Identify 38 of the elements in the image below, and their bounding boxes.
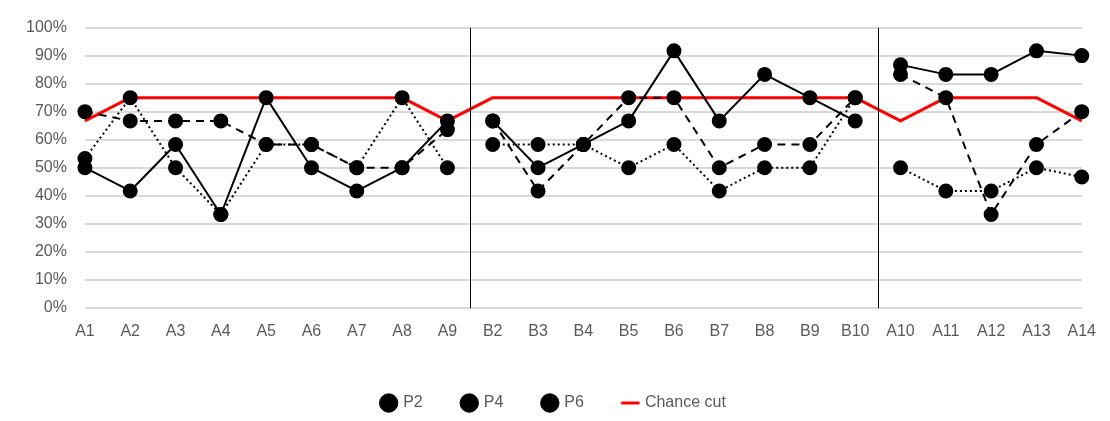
y-tick-label: 50% bbox=[34, 158, 67, 176]
x-tick-label: A5 bbox=[256, 321, 277, 339]
x-tick-label: A14 bbox=[1067, 321, 1097, 339]
x-tick-label: A8 bbox=[392, 321, 412, 339]
x-tick-label: A9 bbox=[437, 321, 458, 339]
y-tick-label: 100% bbox=[26, 18, 67, 36]
y-tick-label: 30% bbox=[34, 214, 67, 232]
x-tick-label: A4 bbox=[211, 321, 231, 339]
y-tick-label: 20% bbox=[34, 242, 67, 260]
y-tick-label: 70% bbox=[34, 102, 67, 120]
x-tick-label: B10 bbox=[840, 321, 870, 339]
legend-label: Chance cut bbox=[644, 393, 727, 411]
x-tick-label: B3 bbox=[528, 321, 548, 339]
legend-label: P4 bbox=[483, 393, 504, 411]
x-tick-label: A10 bbox=[886, 321, 915, 339]
x-tick-label: A13 bbox=[1022, 321, 1051, 339]
x-tick-label: A6 bbox=[301, 321, 322, 339]
x-tick-label: B9 bbox=[800, 321, 820, 339]
x-tick-label: A2 bbox=[120, 321, 141, 339]
x-tick-label: B2 bbox=[482, 321, 503, 339]
x-tick-label: B7 bbox=[709, 321, 730, 339]
y-tick-label: 0% bbox=[43, 298, 67, 316]
legend-label: P2 bbox=[403, 393, 423, 411]
x-tick-label: A12 bbox=[976, 321, 1006, 339]
y-tick-label: 10% bbox=[34, 270, 67, 288]
y-tick-label: 60% bbox=[34, 130, 67, 148]
x-tick-label: B8 bbox=[754, 321, 775, 339]
y-tick-label: 80% bbox=[34, 74, 67, 92]
x-tick-label: A11 bbox=[932, 321, 960, 339]
x-tick-label: A7 bbox=[347, 321, 367, 339]
y-tick-label: 90% bbox=[34, 46, 67, 64]
y-tick-label: 40% bbox=[34, 186, 67, 204]
x-tick-label: B4 bbox=[573, 321, 594, 339]
x-tick-label: A1 bbox=[75, 321, 95, 339]
legend-label: P6 bbox=[564, 393, 584, 411]
x-tick-label: A3 bbox=[165, 321, 186, 339]
x-tick-label: B6 bbox=[664, 321, 684, 339]
x-tick-label: B5 bbox=[618, 321, 639, 339]
